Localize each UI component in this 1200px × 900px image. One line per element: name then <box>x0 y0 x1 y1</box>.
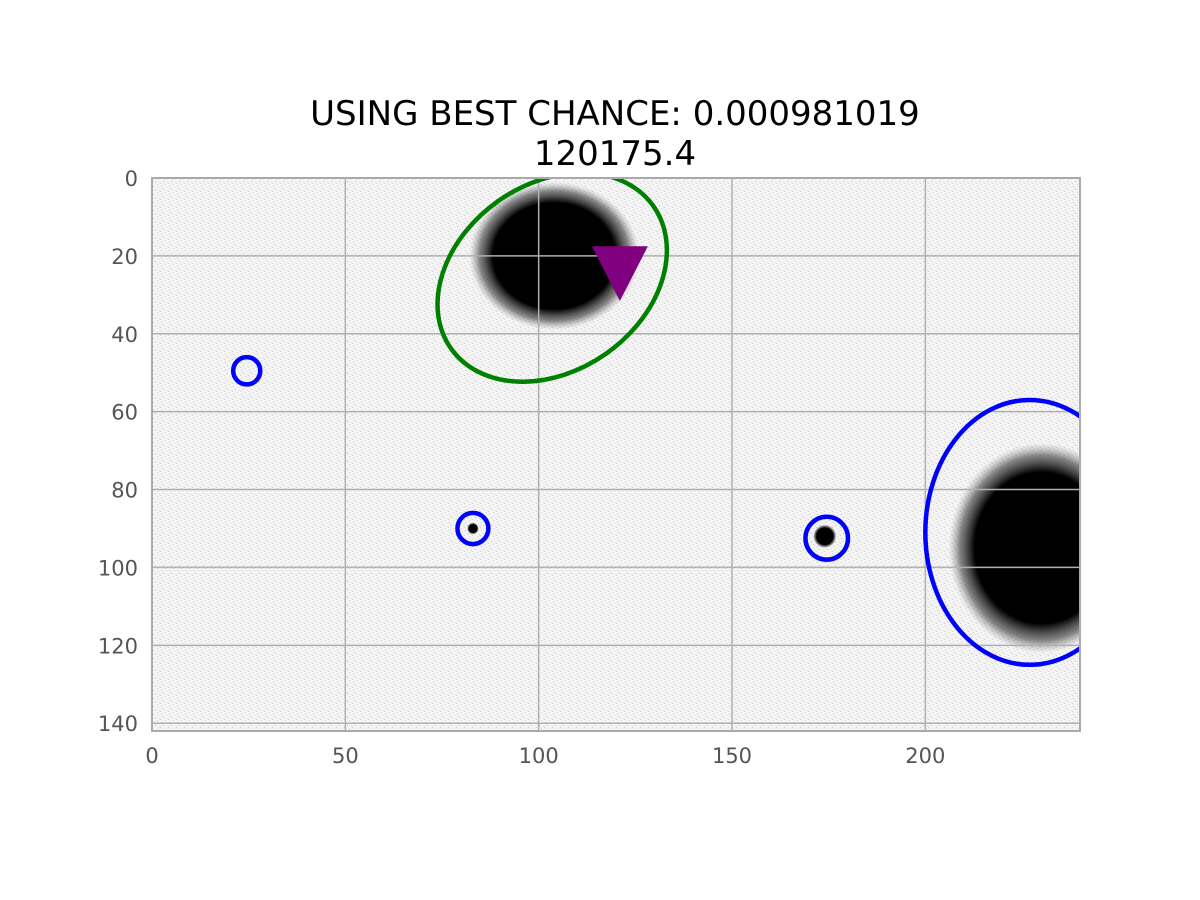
chart-title-line-2: 120175.4 <box>533 134 697 174</box>
best-chance-marker <box>591 246 648 301</box>
y-axis-ticks: 0 20 40 60 80 100 120 140 <box>98 167 138 736</box>
source-ellipses <box>230 178 1080 668</box>
chart-title-line-1: USING BEST CHANCE: 0.000981019 <box>310 94 920 134</box>
y-tick-label: 60 <box>111 401 138 425</box>
x-tick-label: 200 <box>905 744 945 768</box>
y-tick-label: 0 <box>125 167 138 191</box>
y-tick-label: 40 <box>111 323 138 347</box>
green-host-ellipse <box>435 178 670 384</box>
x-tick-label: 150 <box>712 744 752 768</box>
blue-circle-1 <box>230 354 263 387</box>
y-tick-label: 20 <box>111 245 138 269</box>
blue-ellipse-large <box>923 397 1080 668</box>
x-tick-label: 100 <box>519 744 559 768</box>
y-tick-label: 80 <box>111 479 138 503</box>
image-blob-3 <box>813 524 837 548</box>
image-blob-4 <box>467 522 479 535</box>
y-tick-label: 100 <box>98 556 138 580</box>
x-tick-label: 0 <box>145 744 158 768</box>
blue-circle-3 <box>803 514 851 562</box>
markers <box>591 246 648 301</box>
x-axis-ticks: 0 50 100 150 200 <box>145 744 945 768</box>
blue-circle-2 <box>455 510 491 547</box>
image-blob-2 <box>948 442 1080 654</box>
y-tick-label: 120 <box>98 634 138 658</box>
x-tick-label: 50 <box>332 744 359 768</box>
y-tick-label: 140 <box>98 712 138 736</box>
plot-frame <box>151 177 1081 732</box>
